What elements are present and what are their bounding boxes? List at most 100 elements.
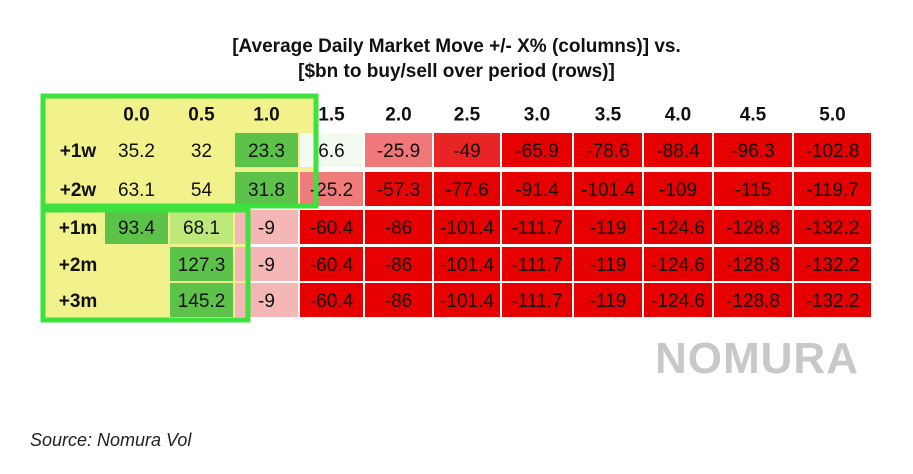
cell-value-label: -86 [385,218,412,239]
highlight-border-weeks [40,93,319,209]
cell-value-label: -96.3 [731,141,774,162]
row-header-label: +2w [60,180,97,201]
cell-value-label: 63.1 [118,180,155,201]
cell-value-label: -65.9 [515,141,558,162]
cell-value-label: -9 [258,291,275,312]
column-header-label: 4.0 [665,105,691,126]
cell-value-label: -128.8 [726,291,780,312]
cell-value-label: -132.2 [806,255,860,276]
heatmap-cell [300,247,363,281]
heatmap-cell [170,283,233,317]
cell-value-label: -111.7 [511,218,562,239]
cell-value-label: -115 [735,180,772,201]
cell-value-label: -101.4 [440,255,494,276]
cell-value-label: -86 [385,291,412,312]
heatmap-cell [794,210,871,244]
cell-value-label: -9 [258,218,275,239]
heatmap-cell [714,210,792,244]
column-header-label: 1.5 [318,105,345,126]
cell-value-label: -101.4 [581,180,635,201]
heatmap-cell [300,172,363,206]
heatmap-cell [365,210,432,244]
chart-title: [Average Daily Market Move +/- X% (colum… [0,34,913,84]
column-header-label: 2.0 [385,105,411,126]
cell-value-label: -25.9 [377,141,420,162]
heatmap-cell [574,283,642,317]
heatmap-cell [300,133,363,167]
heatmap-cell [574,172,642,206]
heatmap-cell [235,172,298,206]
column-header-label: 3.5 [595,105,622,126]
column-header-label: 1.0 [253,105,279,126]
heatmap-cell [714,172,792,206]
cell-value-label: -109 [659,180,697,201]
heatmap-cell [365,133,432,167]
heatmap-cell [794,133,871,167]
cell-value-label: -49 [453,141,480,162]
row-header-label: +3m [59,291,98,312]
row-header-label: +1w [60,141,97,162]
cell-value-label: -128.8 [726,218,780,239]
heatmap-cell [644,283,712,317]
heatmap-cell [794,247,871,281]
cell-value-label: -132.2 [806,291,860,312]
heatmap-cell [644,172,712,206]
cell-value-label: -78.6 [586,141,629,162]
heatmap-cell [502,283,572,317]
cell-value-label: -60.4 [310,291,354,312]
heatmap-cell [365,283,432,317]
heatmap-cell [714,247,792,281]
chart-title-line2: [$bn to buy/sell over period (rows)] [298,61,615,82]
cell-value-label: -88.4 [656,141,700,162]
cell-value-label: 68.1 [183,218,220,239]
heatmap-cell [574,133,642,167]
cell-value-label: -119 [590,291,627,312]
heatmap-cell [502,133,572,167]
nomura-logo: NOMURA [655,334,859,383]
cell-value-label: -102.8 [806,141,860,162]
heatmap-cell [434,133,500,167]
heatmap-cell [365,247,432,281]
cell-value-label: -60.4 [310,255,354,276]
heatmap-cell [714,283,792,317]
row-header-label: +2m [59,255,98,276]
cell-value-label: -60.4 [310,218,354,239]
heatmap-cell [644,247,712,281]
cell-value-label: -111.7 [511,255,562,276]
cell-value-label: -124.6 [651,291,705,312]
heatmap-cell [574,247,642,281]
heatmap-cell [502,210,572,244]
cell-value-label: -25.2 [310,180,353,201]
heatmap-cell [644,133,712,167]
cell-value-label: -101.4 [440,291,494,312]
heatmap-cell [794,283,871,317]
column-header-label: 0.5 [188,105,215,126]
heatmap-cell [235,133,298,167]
cell-value-label: 93.4 [118,218,155,239]
heatmap-cell [714,133,792,167]
heatmap-cell [300,210,363,244]
cell-value-label: 54 [191,180,213,201]
column-header-label: 3.0 [524,105,550,126]
cell-value-label: -124.6 [651,255,705,276]
heatmap-cell [170,247,233,281]
cell-value-label: -119.7 [806,180,858,201]
cell-value-label: -77.6 [445,180,488,201]
heatmap-cell [300,283,363,317]
cell-value-label: -101.4 [440,218,494,239]
cell-value-label: 145.2 [178,291,226,312]
heatmap-cell [434,247,500,281]
cell-value-label: -111.7 [511,291,562,312]
cell-value-label: 35.2 [118,141,155,162]
cell-value-label: -132.2 [806,218,860,239]
source-note: Source: Nomura Vol [30,430,192,450]
heatmap-cell [502,247,572,281]
cell-value-label: -57.3 [377,180,420,201]
column-header-label: 5.0 [819,105,845,126]
column-header-label: 4.5 [740,105,767,126]
chart-title-line1: [Average Daily Market Move +/- X% (colum… [232,36,681,57]
heatmap-cell [644,210,712,244]
cell-value-label: -124.6 [651,218,705,239]
cell-value-label: -86 [385,255,412,276]
